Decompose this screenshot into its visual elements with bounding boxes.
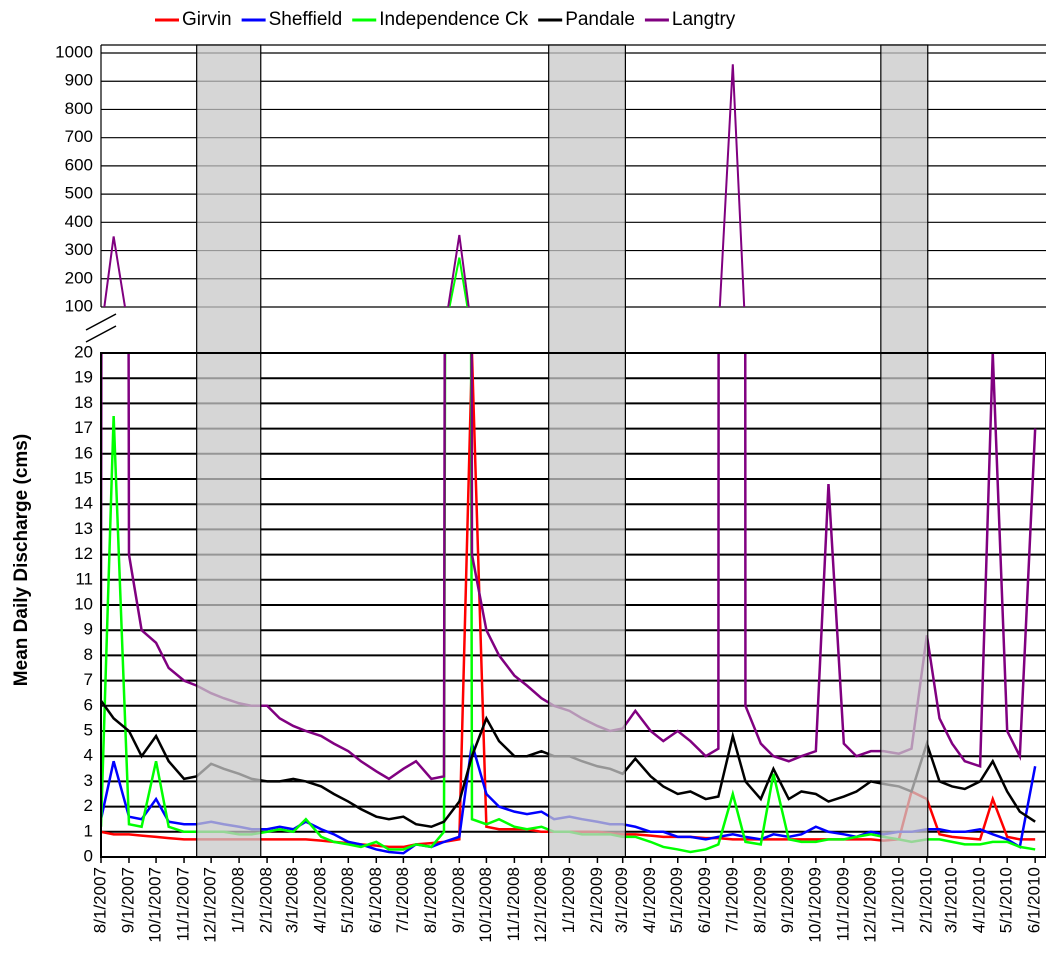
y-tick-label: 900: [65, 71, 93, 90]
y-tick-label: 2: [84, 796, 93, 815]
y-tick-label: 0: [84, 846, 93, 865]
y-tick-label: 18: [74, 393, 93, 412]
x-tick-label: 11/1/2009: [833, 867, 852, 941]
x-tick-label: 12/1/2008: [531, 867, 550, 943]
y-tick-label: 1: [84, 821, 93, 840]
x-tick-label: 11/1/2008: [504, 867, 523, 941]
break-mark: [85, 313, 117, 331]
y-tick-label: 16: [74, 443, 93, 462]
x-tick-label: 5/1/2008: [338, 867, 357, 933]
y-tick-label: 9: [84, 620, 93, 639]
x-tick-label: 11/1/2007: [174, 867, 193, 941]
x-tick-label: 2/1/2010: [916, 867, 935, 933]
y-tick-label: 800: [65, 99, 93, 118]
y-tick-label: 14: [74, 494, 93, 513]
x-tick-label: 9/1/2009: [778, 867, 797, 933]
y-tick-label: 10: [74, 594, 93, 613]
y-tick-label: 5: [84, 720, 93, 739]
x-tick-label: 9/1/2007: [118, 867, 137, 933]
y-tick-label: 100: [65, 296, 93, 315]
x-tick-label: 4/1/2009: [640, 867, 659, 933]
x-tick-label: 7/1/2009: [722, 867, 741, 933]
y-tick-label: 17: [74, 418, 93, 437]
legend: Girvin Sheffield Independence Ck Pandale Lan…: [155, 9, 736, 30]
x-tick-label: 3/1/2008: [283, 867, 302, 933]
x-tick-label: 5/1/2009: [667, 867, 686, 933]
y-tick-label: 500: [65, 184, 93, 203]
x-tick-label: 1/1/2009: [559, 867, 578, 933]
x-tick-label: 1/1/2008: [229, 867, 248, 933]
y-tick-label: 15: [74, 468, 93, 487]
break-mark: [85, 325, 117, 343]
y-tick-label: 3: [84, 771, 93, 790]
legend-label: Langtry: [672, 9, 736, 30]
y-tick-label: 4: [84, 746, 93, 765]
y-tick-label: 600: [65, 155, 93, 174]
y-axis-title: Mean Daily Discharge (cms): [11, 434, 32, 686]
x-tick-label: 10/1/2009: [805, 867, 824, 943]
x-tick-label: 12/1/2009: [860, 867, 879, 943]
x-tick-label: 4/1/2008: [311, 867, 330, 933]
y-tick-label: 6: [84, 695, 93, 714]
shaded-period: [548, 44, 626, 858]
y-tick-label: 20: [74, 342, 93, 361]
x-tick-label: 6/1/2008: [366, 867, 385, 933]
x-tick-label: 6/1/2009: [695, 867, 714, 933]
x-tick-label: 4/1/2010: [970, 867, 989, 933]
x-tick-label: 8/1/2009: [750, 867, 769, 933]
x-tick-label: 12/1/2007: [201, 867, 220, 943]
legend-label: Girvin: [182, 9, 232, 30]
y-tick-label: 13: [74, 519, 93, 538]
shaded-period: [880, 44, 929, 858]
x-tick-label: 2/1/2009: [587, 867, 606, 933]
y-tick-label: 200: [65, 268, 93, 287]
legend-label: Independence Ck: [379, 9, 528, 30]
y-tick-label: 19: [74, 368, 93, 387]
x-tick-label: 5/1/2010: [997, 867, 1016, 933]
y-tick-label: 1000: [55, 42, 93, 61]
x-tick-label: 8/1/2008: [421, 867, 440, 933]
x-tick-label: 3/1/2010: [942, 867, 961, 933]
x-tick-label: 1/1/2010: [888, 867, 907, 933]
x-tick-label: 2/1/2008: [257, 867, 276, 933]
y-tick-label: 8: [84, 645, 93, 664]
x-tick-label: 3/1/2009: [612, 867, 631, 933]
x-tick-label: 10/1/2007: [146, 867, 165, 943]
x-tick-label: 9/1/2008: [449, 867, 468, 933]
x-tick-label: 6/1/2010: [1025, 867, 1044, 933]
legend-label: Pandale: [565, 9, 635, 30]
y-tick-label: 11: [75, 569, 93, 588]
y-tick-label: 400: [65, 212, 93, 231]
y-tick-label: 700: [65, 127, 93, 146]
legend-label: Sheffield: [269, 9, 343, 30]
axis-break: [85, 313, 117, 343]
x-tick-label: 8/1/2007: [90, 867, 109, 933]
y-tick-label: 12: [74, 544, 93, 563]
y-tick-label: 7: [84, 670, 93, 689]
y-tick-label: 300: [65, 240, 93, 259]
x-tick-label: 7/1/2008: [393, 867, 412, 933]
shaded-period: [196, 44, 262, 858]
x-tick-label: 10/1/2008: [476, 867, 495, 943]
plot-frame: [100, 352, 1046, 858]
